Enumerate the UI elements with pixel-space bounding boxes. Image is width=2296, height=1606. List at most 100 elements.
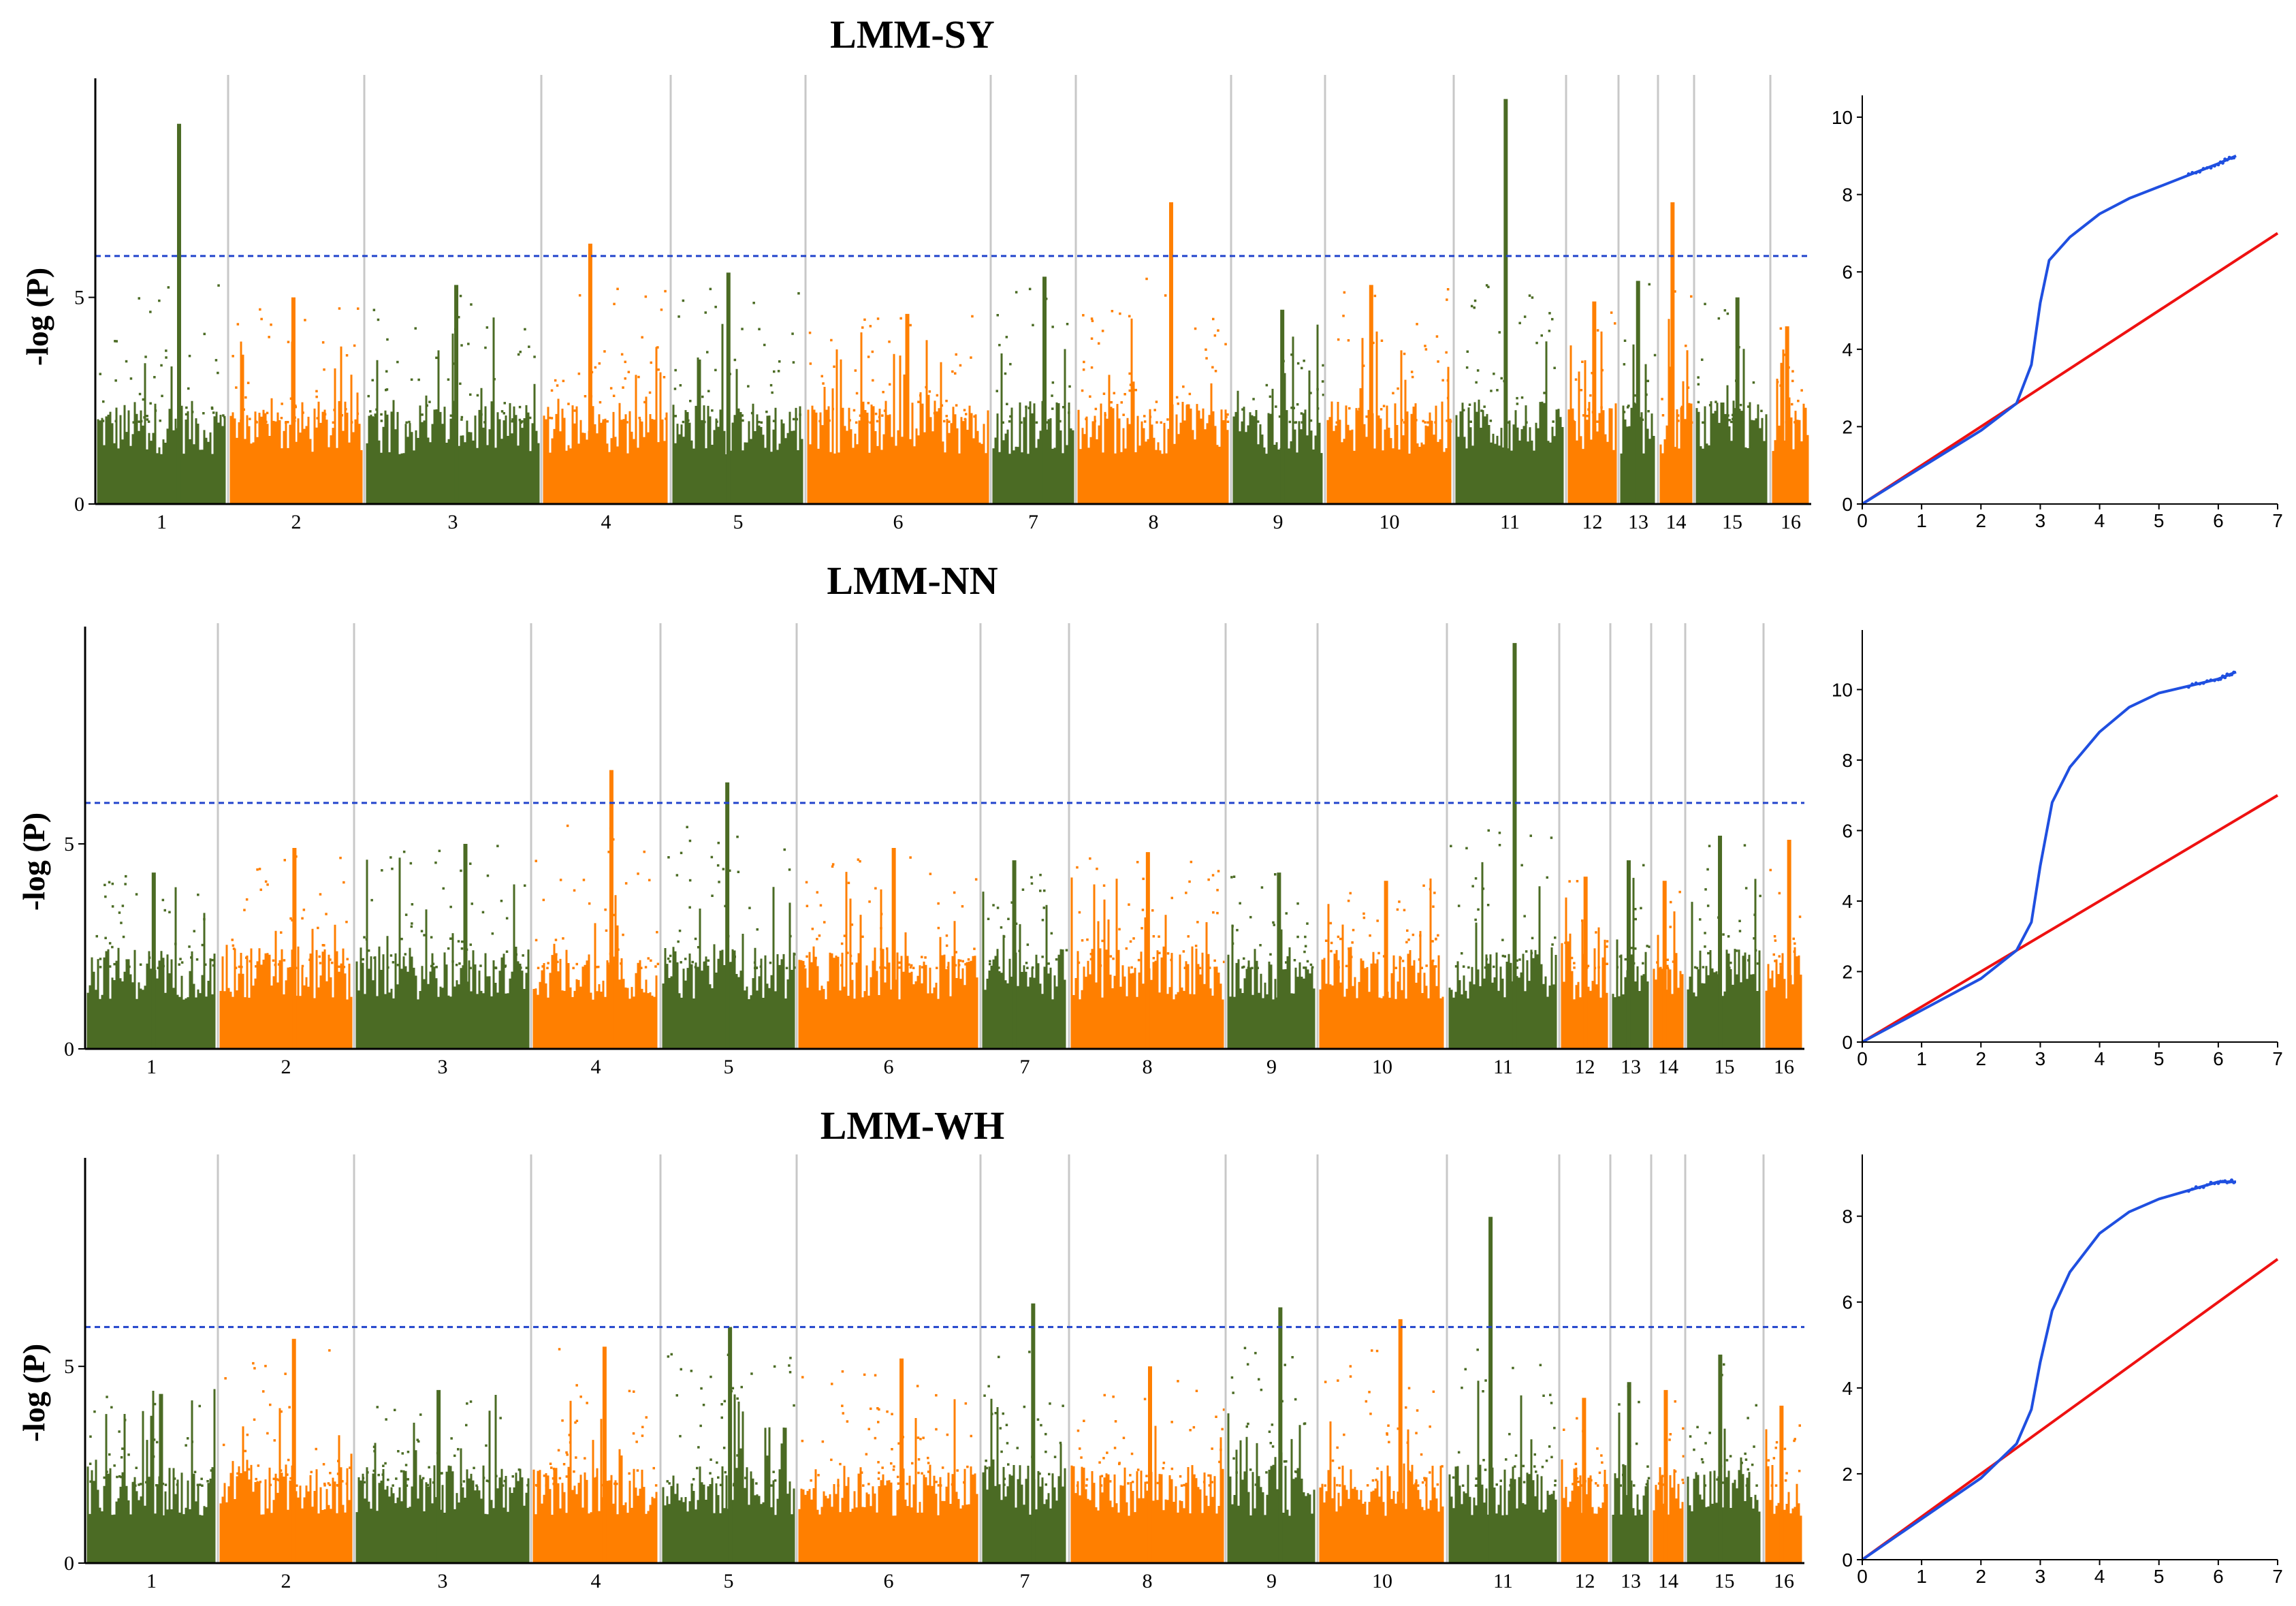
snp-point — [319, 962, 322, 964]
chromosome-label: 12 — [1582, 511, 1603, 533]
snp-point — [886, 1410, 889, 1413]
snp-point — [1152, 957, 1155, 960]
qq-x-tick-label: 3 — [2035, 1566, 2046, 1587]
snp-point — [568, 1434, 571, 1436]
snp-point — [1016, 1447, 1019, 1449]
snp-point — [1674, 290, 1676, 293]
snp-point — [1129, 1474, 1132, 1477]
snp-point — [702, 1404, 705, 1406]
snp-point — [518, 405, 522, 409]
snp-point — [704, 311, 707, 314]
snp-point — [283, 859, 286, 862]
snp-point — [520, 966, 522, 969]
snp-point — [1081, 939, 1084, 942]
snp-point — [1217, 870, 1220, 872]
snp-point — [633, 1390, 635, 1393]
snp-point — [1495, 1483, 1498, 1486]
snp-point — [1254, 1351, 1257, 1355]
snp-point — [197, 894, 200, 896]
snp-point — [421, 1477, 425, 1480]
snp-point — [93, 1410, 96, 1413]
snp-point — [1783, 353, 1786, 356]
snp-band — [1227, 924, 1316, 1049]
snp-point — [1102, 392, 1106, 395]
chromosome-6-points — [798, 848, 978, 1049]
snp-point — [1791, 403, 1793, 406]
snp-point — [861, 326, 864, 329]
snp-point — [337, 1484, 340, 1487]
snp-point — [125, 360, 128, 363]
snp-point — [1573, 966, 1576, 969]
chromosome-6-points — [798, 1358, 978, 1563]
snp-point — [1211, 1481, 1213, 1483]
snp-point — [272, 1477, 275, 1481]
qq-x-tick-label: 0 — [1857, 510, 1868, 531]
snp-point — [469, 966, 472, 970]
chromosome-10-points — [1326, 285, 1452, 504]
snp-point — [1403, 909, 1406, 911]
snp-point — [459, 382, 462, 385]
snp-point — [846, 1420, 849, 1423]
y-axis-label: -log (P) — [20, 268, 54, 366]
snp-point — [1324, 1484, 1326, 1487]
qq-point — [2186, 172, 2190, 176]
snp-point — [995, 966, 998, 969]
snp-point — [1142, 877, 1145, 881]
snp-point — [420, 930, 424, 932]
snp-point — [1646, 1465, 1649, 1468]
snp-point — [1424, 421, 1426, 424]
snp-point — [525, 415, 528, 418]
snp-point — [896, 1475, 899, 1479]
snp-point — [1769, 868, 1772, 872]
snp-point — [1101, 939, 1104, 943]
snp-point — [752, 302, 755, 304]
snp-point — [89, 1462, 92, 1465]
snp-point — [1269, 953, 1272, 956]
snp-point — [1183, 1483, 1185, 1487]
snp-point — [881, 414, 884, 417]
qq-x-tick-label: 2 — [1975, 1566, 1986, 1587]
qq-x-tick-label: 4 — [2094, 510, 2105, 531]
chromosome-8-points — [1070, 852, 1226, 1049]
snp-point — [1745, 1484, 1749, 1487]
snp-point — [259, 1481, 261, 1483]
snp-point — [265, 420, 268, 424]
snp-point — [1408, 966, 1411, 970]
snp-point — [1099, 964, 1102, 967]
snp-point — [1241, 1483, 1243, 1485]
snp-point — [1006, 403, 1008, 405]
snp-point — [546, 966, 549, 970]
snp-point — [499, 1417, 502, 1419]
snp-point — [143, 416, 146, 419]
snp-point — [1572, 420, 1575, 423]
snp-point — [1501, 954, 1505, 958]
snp-point — [380, 413, 383, 416]
snp-point — [138, 297, 140, 300]
snp-point — [470, 303, 473, 306]
snp-point — [138, 392, 142, 396]
snp-point — [1041, 956, 1044, 958]
snp-point — [736, 835, 739, 838]
chromosome-label: 5 — [724, 1056, 734, 1078]
snp-point — [1753, 913, 1756, 916]
snp-point — [696, 1466, 699, 1470]
snp-point — [528, 345, 530, 348]
snp-point — [924, 956, 927, 959]
snp-point — [1149, 415, 1152, 418]
snp-point — [1610, 311, 1613, 314]
snp-point — [613, 913, 616, 917]
snp-point — [831, 407, 834, 411]
chromosome-5-points — [662, 1327, 795, 1563]
snp-point — [1104, 413, 1106, 416]
qq-x-tick-label: 6 — [2213, 510, 2224, 531]
snp-point — [963, 418, 967, 421]
qq-x-tick-label: 1 — [1916, 1566, 1927, 1587]
snp-point — [153, 376, 156, 379]
snp-point — [720, 1416, 723, 1419]
snp-point — [272, 959, 275, 962]
snp-point — [755, 1482, 758, 1485]
plot-title: LMM-SY — [830, 12, 995, 57]
snp-point — [718, 881, 720, 883]
qq-point — [2194, 1185, 2198, 1189]
snp-point — [559, 879, 562, 881]
